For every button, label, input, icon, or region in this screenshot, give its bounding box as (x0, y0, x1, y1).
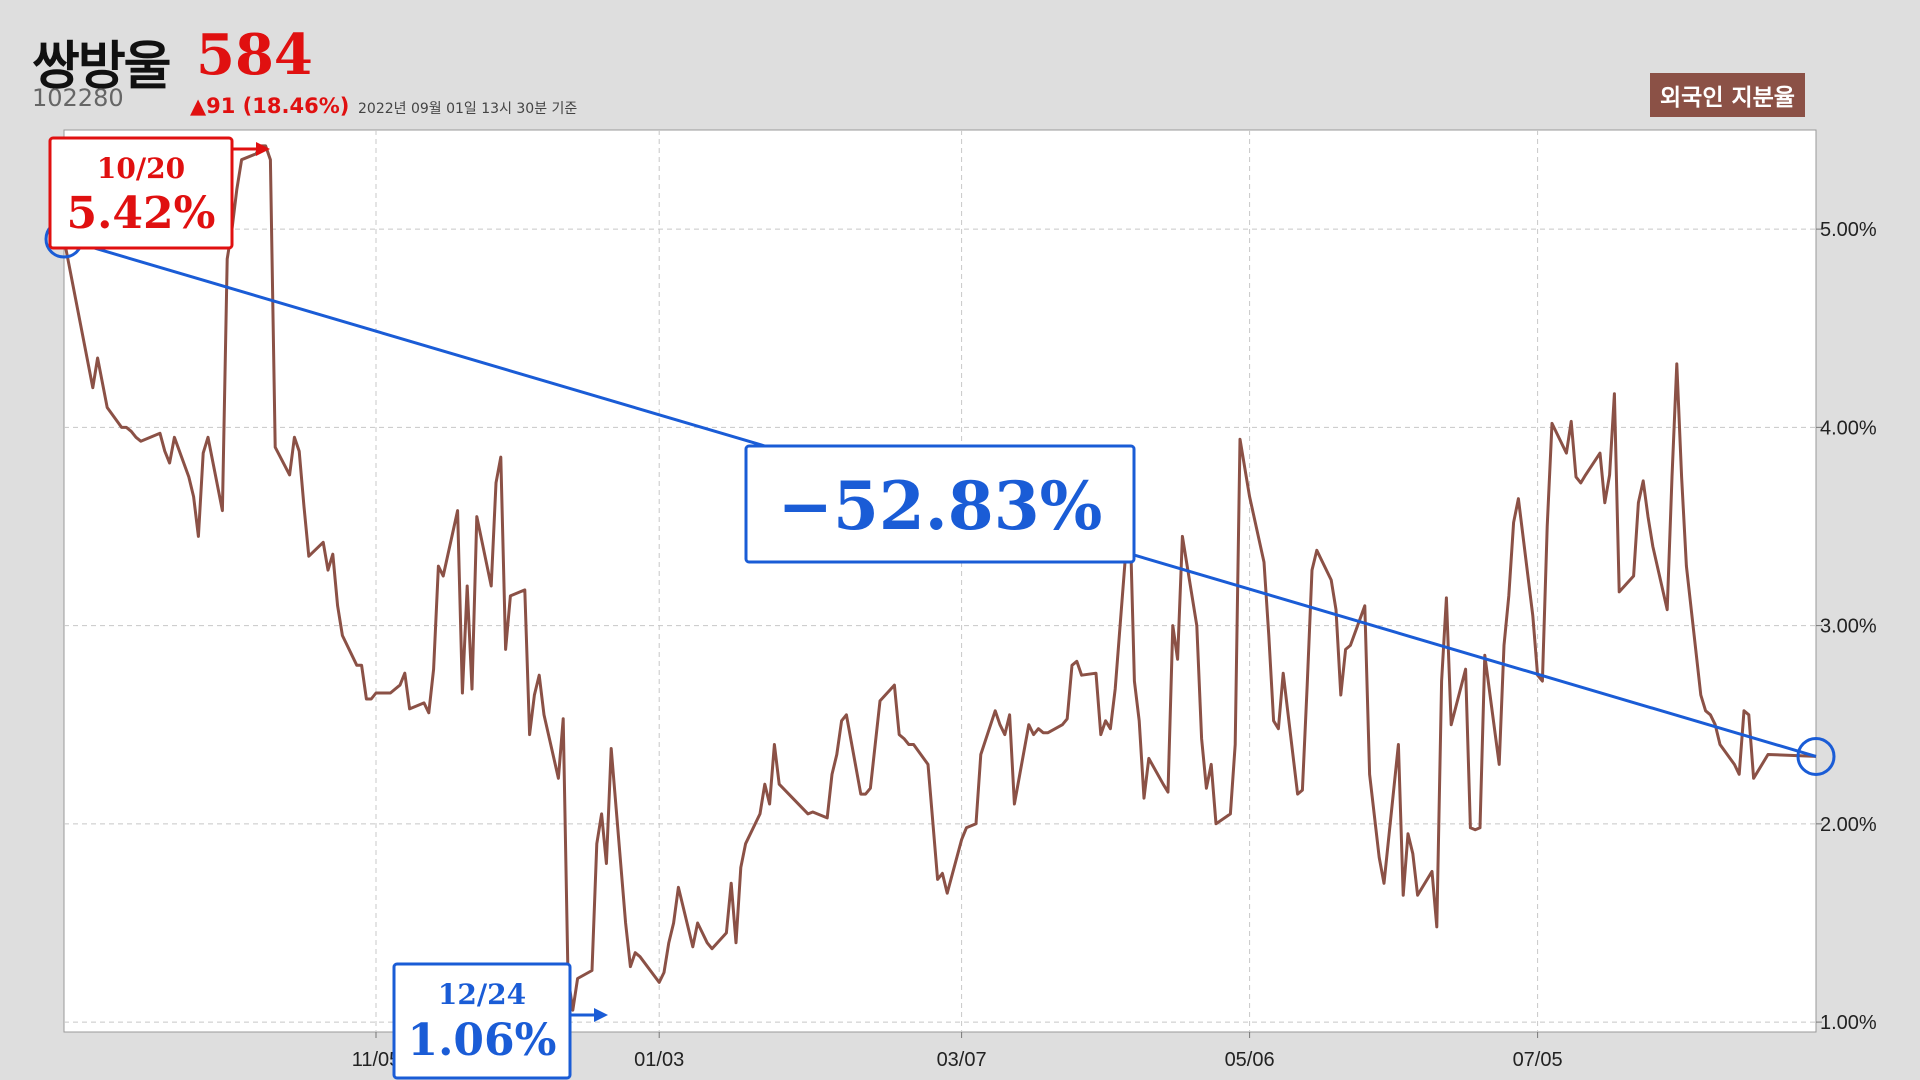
y-tick-label: 2.00% (1820, 814, 1877, 836)
x-tick-label: 03/07 (937, 1049, 987, 1071)
stock-timestamp: 2022년 09월 01일 13시 30분 기준 (358, 101, 578, 117)
min-value-label: 1.06% (408, 1015, 557, 1066)
x-tick-label: 07/05 (1513, 1049, 1563, 1071)
max-date-label: 10/20 (97, 152, 185, 185)
y-tick-label: 3.00% (1820, 616, 1877, 638)
max-arrow-head (256, 142, 270, 156)
y-tick-label: 4.00% (1820, 417, 1877, 439)
plot-area (63, 129, 1817, 1033)
x-tick-label: 11/05 (352, 1049, 401, 1071)
change-callout-box (744, 444, 1136, 564)
max-callout-box (48, 136, 234, 250)
y-tick-label: 5.00% (1820, 219, 1877, 241)
min-date-label: 12/24 (438, 978, 526, 1011)
min-arrow-head (594, 1008, 608, 1022)
end-point-marker (1796, 736, 1836, 776)
change-value-label: −52.83% (778, 467, 1103, 545)
x-tick-label: 05/06 (1225, 1049, 1275, 1071)
foreign-ownership-badge: 외국인 지분율 (1650, 73, 1805, 117)
max-value-label: 5.42% (67, 188, 216, 239)
stock-header: 쌍방울 584 102280 ▲91 (18.46%) 2022년 09월 01… (0, 0, 1920, 130)
y-tick-label: 1.00% (1820, 1012, 1877, 1034)
stock-change: ▲91 (18.46%) (190, 94, 350, 118)
stock-name: 쌍방울 (32, 37, 172, 97)
min-callout-box (392, 962, 572, 1080)
x-tick-label: 01/03 (634, 1049, 684, 1071)
stock-code: 102280 (32, 84, 124, 112)
stock-price: 584 (196, 22, 313, 88)
